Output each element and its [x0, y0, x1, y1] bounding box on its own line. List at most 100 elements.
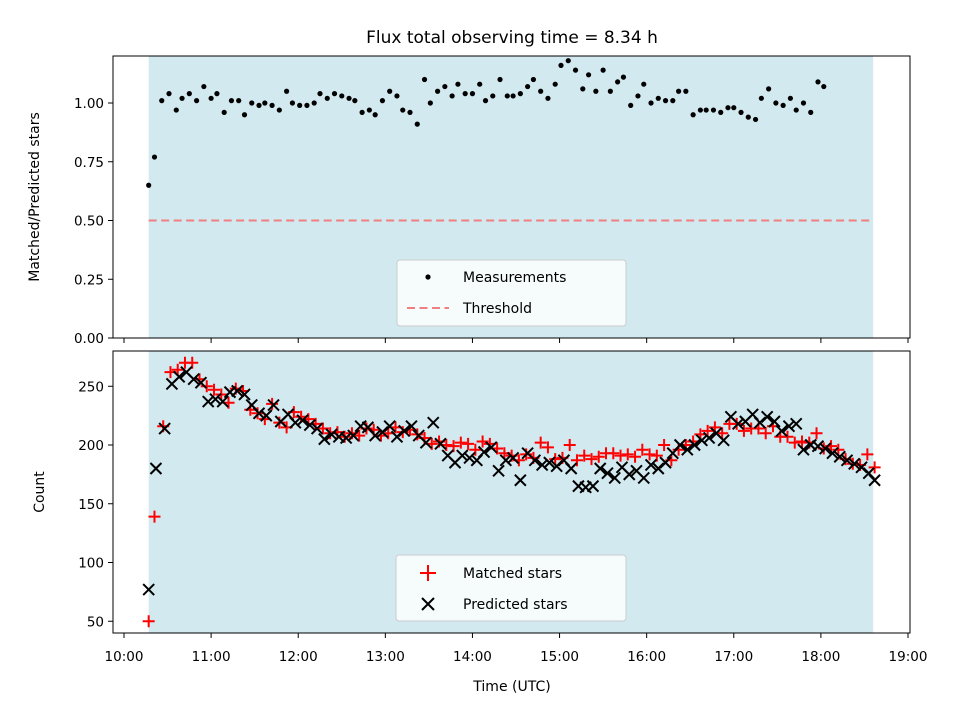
matched-star-point	[148, 510, 161, 523]
predicted-star-point	[419, 436, 433, 449]
predicted-star-point	[506, 451, 520, 465]
predicted-star-point	[768, 415, 781, 428]
predicted-star-point	[260, 409, 273, 422]
matched-star-point	[200, 380, 213, 393]
matched-star-point	[570, 454, 583, 467]
measurement-point	[387, 88, 393, 94]
x-tick-label: 15:00	[540, 649, 579, 665]
matched-star-point	[447, 440, 460, 453]
measurement-point	[635, 93, 641, 99]
predicted-star-point	[485, 441, 498, 454]
measurement-point	[269, 102, 275, 108]
measurement-point	[780, 102, 786, 108]
predicted-star-point	[434, 437, 447, 451]
measurement-point	[510, 93, 516, 99]
measurement-point	[228, 98, 235, 104]
predicted-star-point	[303, 418, 317, 432]
predicted-star-point	[216, 395, 229, 408]
measurement-point	[821, 83, 827, 90]
measurement-point	[793, 107, 799, 113]
measurement-point	[718, 109, 724, 115]
measurement-point	[690, 112, 696, 118]
y-tick-label: 50	[87, 614, 104, 630]
measurement-point	[615, 79, 621, 85]
matched-star-point	[563, 439, 576, 451]
measurement-point	[449, 93, 455, 99]
predicted-star-point	[637, 471, 650, 485]
predicted-star-point	[499, 454, 513, 467]
measurement-point	[262, 100, 268, 106]
measurement-point	[683, 88, 689, 94]
predicted-star-point	[731, 417, 745, 431]
matched-star-point	[868, 461, 881, 474]
matched-star-point	[208, 383, 221, 396]
top-y-axis-ticks: 0.00 0.25 0.50 0.75 1.00	[74, 96, 113, 347]
predicted-star-point	[601, 466, 614, 480]
bottom-y-axis-ticks: 50 100 150 200 250	[78, 379, 113, 630]
predicted-star-point	[586, 479, 600, 493]
predicted-star-point	[868, 474, 881, 487]
matched-star-point	[142, 615, 155, 628]
predicted-star-point	[158, 422, 171, 435]
measurement-point	[815, 79, 821, 85]
matched-stars-legend-label: Matched stars	[463, 566, 562, 582]
measurement-point	[477, 81, 483, 87]
measurement-point	[552, 81, 558, 87]
measurement-point	[421, 76, 428, 83]
predicted-star-point	[325, 428, 338, 441]
measurement-point	[773, 100, 779, 106]
x-tick-label: 16:00	[627, 649, 666, 665]
measurement-point	[752, 116, 759, 123]
predicted-star-point	[187, 372, 200, 386]
measurement-point	[311, 100, 317, 106]
measurement-point	[525, 83, 531, 90]
measurement-point	[214, 91, 220, 97]
predicted-star-point	[681, 443, 694, 456]
predicted-stars-legend-label: Predicted stars	[463, 597, 568, 613]
measurement-point	[346, 95, 352, 101]
y-tick-label: 0.25	[74, 272, 104, 288]
x-axis-label: Time (UTC)	[472, 679, 550, 695]
measurement-point	[221, 109, 227, 115]
predicted-star-point	[543, 456, 556, 469]
predicted-star-point	[797, 443, 810, 456]
measurement-point	[641, 81, 647, 87]
predicted-star-point	[848, 457, 861, 471]
matched-star-point	[730, 417, 743, 430]
measurement-point	[703, 107, 709, 113]
bottom-panel: 50 100 150 200 250 10:00 11:00 12:00 13:00 14:00…	[32, 350, 927, 695]
measurement-point	[482, 98, 489, 104]
measurement-point	[289, 100, 296, 106]
measurement-point	[427, 100, 433, 106]
measurement-point	[697, 107, 703, 113]
top-x-axis-ticks	[123, 338, 909, 343]
measurement-point	[662, 98, 669, 104]
measurement-point	[469, 91, 476, 97]
matched-star-point	[534, 436, 547, 449]
predicted-star-point	[702, 431, 716, 445]
matched-star-point	[810, 427, 823, 440]
measurement-point	[558, 62, 564, 68]
measurement-point	[400, 107, 406, 113]
matched-star-point	[759, 427, 772, 440]
measurement-point	[256, 102, 262, 108]
measurement-point	[284, 88, 290, 94]
measurement-point	[600, 67, 606, 73]
y-tick-label: 150	[78, 497, 104, 513]
chart-title: Flux total observing time = 8.34 h	[366, 28, 658, 48]
predicted-star-point	[267, 398, 280, 412]
predicted-star-point	[811, 439, 825, 453]
measurement-point	[352, 98, 358, 104]
x-tick-label: 18:00	[801, 649, 840, 665]
measurement-point	[620, 74, 627, 80]
predicted-star-point	[623, 468, 636, 481]
predicted-star-point	[289, 416, 302, 429]
measurement-point	[787, 95, 794, 101]
predicted-star-point	[201, 395, 215, 408]
predicted-star-point	[593, 462, 607, 475]
measurement-point	[159, 98, 165, 104]
matched-star-point	[541, 441, 554, 454]
measurement-point	[394, 93, 400, 99]
measurement-point	[580, 86, 586, 92]
